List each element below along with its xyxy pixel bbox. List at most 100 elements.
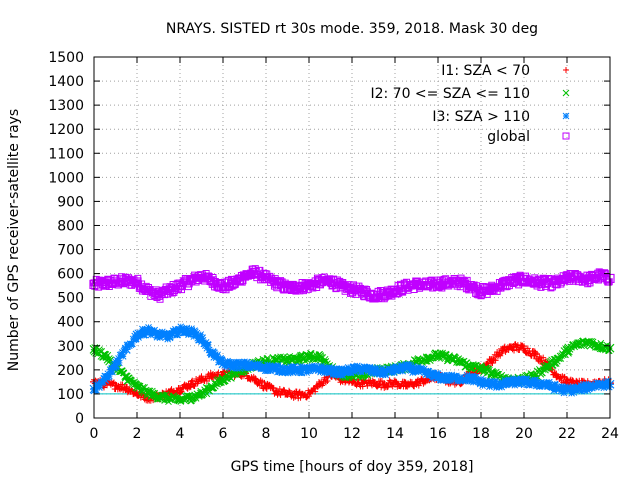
series-layer <box>89 265 615 406</box>
x-tick-label: 4 <box>176 426 185 442</box>
data-point <box>444 373 454 383</box>
data-point <box>422 353 432 363</box>
legend-marker <box>562 112 570 120</box>
tick-labels: 0100200300400500600700800900100011001200… <box>48 50 619 442</box>
axis-ticks <box>93 56 611 419</box>
data-point <box>380 380 389 389</box>
legend-marker <box>563 67 569 73</box>
data-point <box>390 285 400 296</box>
x-tick-label: 0 <box>90 426 99 442</box>
data-point <box>207 276 217 286</box>
data-point <box>508 276 518 286</box>
y-tick-label: 300 <box>57 339 84 355</box>
y-tick-label: 200 <box>57 363 84 379</box>
y-tick-label: 100 <box>57 387 84 403</box>
data-point <box>390 365 400 375</box>
data-point <box>551 278 561 288</box>
y-tick-label: 1200 <box>48 122 84 138</box>
data-point <box>293 282 303 292</box>
data-point <box>562 346 572 356</box>
data-point <box>207 382 217 392</box>
series-cloud <box>90 265 613 303</box>
data-point <box>197 375 206 384</box>
data-point <box>573 384 583 394</box>
data-point <box>368 290 379 300</box>
data-point <box>487 356 496 365</box>
data-point <box>465 281 475 291</box>
y-tick-label: 1100 <box>48 146 84 162</box>
data-point <box>154 391 163 401</box>
data-point <box>401 363 411 372</box>
data-point <box>293 365 303 375</box>
data-point <box>218 359 228 369</box>
x-tick-label: 18 <box>472 426 490 442</box>
data-point <box>282 283 293 293</box>
data-point <box>508 377 518 387</box>
data-point <box>305 389 313 398</box>
data-point <box>551 383 561 393</box>
data-point <box>498 379 507 389</box>
data-point <box>379 367 389 377</box>
data-point <box>315 352 325 362</box>
data-point <box>272 364 282 374</box>
data-point <box>143 388 153 398</box>
data-point <box>293 354 303 364</box>
data-point <box>132 277 142 287</box>
y-tick-label: 600 <box>57 267 84 283</box>
data-point <box>594 379 604 389</box>
data-point <box>89 279 99 290</box>
data-point <box>476 377 486 387</box>
data-point <box>229 360 239 370</box>
data-point <box>283 389 292 398</box>
data-point <box>379 289 389 299</box>
data-point <box>218 282 228 292</box>
data-point <box>100 375 110 384</box>
data-point <box>272 355 282 365</box>
data-point <box>412 379 421 388</box>
data-point <box>122 383 131 392</box>
x-tick-label: 24 <box>601 426 619 442</box>
series-3 <box>89 265 615 303</box>
data-point <box>197 334 206 344</box>
data-point <box>326 366 335 376</box>
data-point <box>520 344 528 353</box>
data-point <box>121 344 131 354</box>
data-point <box>208 371 217 380</box>
data-point <box>175 395 185 405</box>
data-point <box>336 367 346 377</box>
data-point <box>175 325 185 335</box>
series-2 <box>89 323 615 397</box>
y-tick-label: 1400 <box>48 74 84 90</box>
data-point <box>111 381 120 390</box>
data-point <box>197 389 206 399</box>
y-tick-label: 0 <box>75 411 84 427</box>
data-point <box>239 271 250 281</box>
data-point <box>509 343 518 352</box>
data-point <box>164 331 174 341</box>
data-point <box>594 341 604 351</box>
data-point <box>164 394 174 404</box>
y-tick-label: 900 <box>57 194 84 210</box>
data-point <box>476 364 486 374</box>
data-point <box>422 281 432 291</box>
data-point <box>186 380 195 389</box>
x-tick-label: 16 <box>429 426 447 442</box>
x-axis-label: GPS time [hours of doy 359, 2018] <box>231 459 474 475</box>
data-point <box>401 282 411 292</box>
data-point <box>562 273 572 284</box>
y-tick-label: 400 <box>57 315 84 331</box>
data-point <box>250 361 260 371</box>
data-point <box>110 277 121 287</box>
chart-title: NRAYS. SISTED rt 30s mode. 359, 2018. Ma… <box>166 21 538 37</box>
data-point <box>433 351 443 360</box>
data-point <box>132 382 142 392</box>
data-point <box>369 379 378 388</box>
data-point <box>487 369 497 378</box>
data-point <box>207 348 217 358</box>
data-point <box>283 355 292 365</box>
data-point <box>304 365 314 375</box>
data-point <box>294 391 303 400</box>
y-tick-label: 800 <box>57 218 84 234</box>
data-point <box>262 382 270 391</box>
